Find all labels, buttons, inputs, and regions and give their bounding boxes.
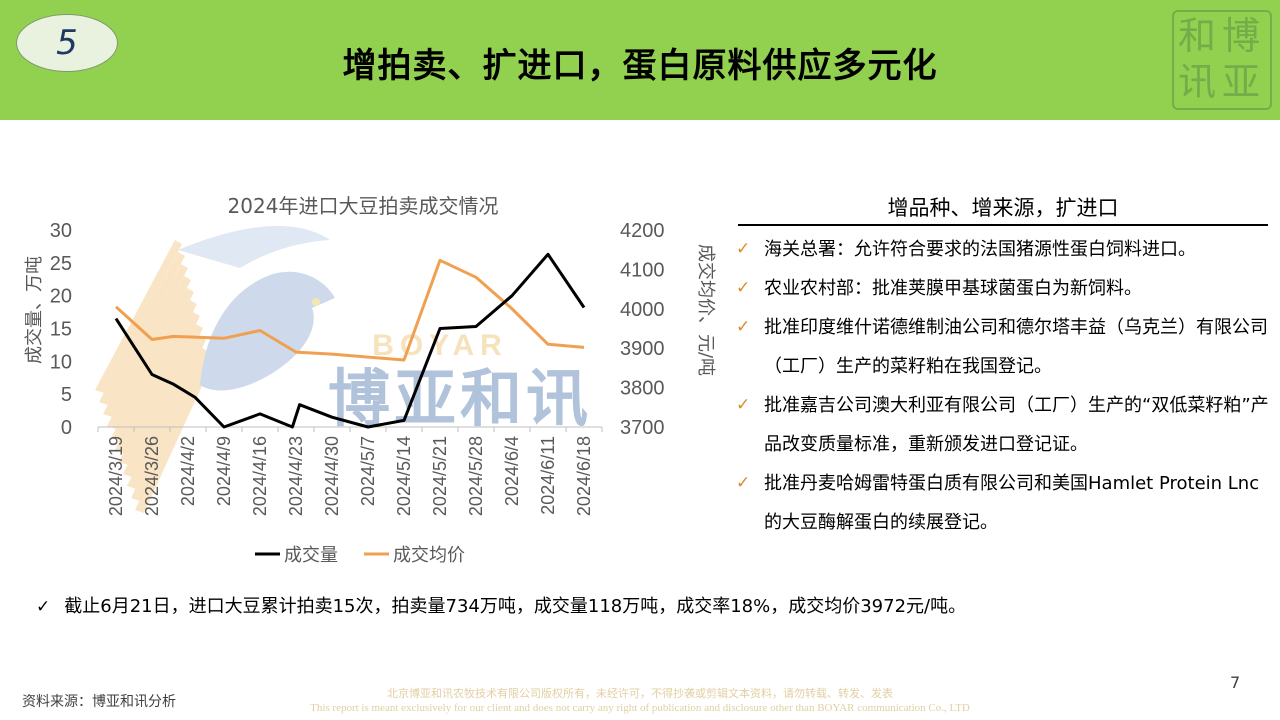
- x-tick-label: 2024/4/16: [250, 436, 270, 516]
- y-tick-label: 5: [61, 384, 72, 406]
- soybean-auction-chart: BOYAR 博亚和讯 2024年进口大豆拍卖成交情况 051015202530 …: [24, 194, 716, 566]
- x-tick-label: 2024/5/7: [358, 436, 378, 506]
- series-line-volume: [114, 252, 586, 429]
- list-item: ✓ 海关总署：允许符合要求的法国猪源性蛋白饲料进口。: [734, 230, 1274, 269]
- x-tick-label: 2024/5/21: [430, 436, 450, 516]
- y-tick-label: 15: [50, 319, 72, 341]
- series-line-avg-price: [114, 258, 585, 362]
- y2-tick-label: 3900: [620, 338, 665, 360]
- chart-title: 2024年进口大豆拍卖成交情况: [228, 194, 499, 218]
- x-tick-label: 2024/6/11: [538, 436, 558, 515]
- summary-line: ✓ 截止6月21日，进口大豆累计拍卖15次，拍卖量734万吨，成交量118万吨，成…: [36, 592, 966, 618]
- list-item: ✓ 农业农村部：批准荚膜甲基球菌蛋白为新饲料。: [734, 269, 1274, 308]
- y2-tick-label: 4200: [620, 220, 665, 242]
- slide-number-badge: 5: [16, 14, 118, 72]
- chart-legend: 成交量 成交均价: [255, 545, 465, 566]
- svg-text:博亚和讯: 博亚和讯: [328, 362, 592, 435]
- heading-underline: [738, 224, 1268, 226]
- legend-label-avg-price: 成交均价: [393, 545, 465, 566]
- boyar-seal-logo: 博 亚 和 讯: [1172, 10, 1272, 110]
- x-tick-label: 2024/4/9: [214, 436, 234, 506]
- x-tick-label: 2024/6/4: [502, 436, 522, 506]
- y-axis-label: 成交量、万吨: [24, 256, 45, 364]
- copyright-notice-en: This report is meant exclusively for our…: [310, 702, 970, 714]
- y2-tick-label: 4000: [620, 299, 665, 321]
- x-tick-label: 2024/3/19: [106, 436, 126, 516]
- y2-tick-label: 3700: [620, 417, 665, 439]
- legend-label-volume: 成交量: [284, 545, 338, 566]
- bullet-text: 批准丹麦哈姆雷特蛋白质有限公司和美国Hamlet Protein Lnc的大豆酶…: [764, 473, 1260, 533]
- list-item: ✓ 批准嘉吉公司澳大利亚有限公司（工厂）生产的“双低菜籽粕”产品改变质量标准，重新…: [734, 386, 1274, 464]
- x-tick-label: 2024/5/14: [394, 436, 414, 516]
- check-icon: ✓: [36, 597, 51, 617]
- x-tick-label: 2024/5/28: [466, 436, 486, 516]
- right-panel-heading: 增品种、增来源，扩进口: [887, 196, 1119, 220]
- bullet-text: 批准印度维什诺德维制油公司和德尔塔丰益（乌克兰）有限公司（工厂）生产的菜籽粕在我…: [764, 317, 1268, 377]
- svg-text:BOYAR: BOYAR: [372, 329, 508, 362]
- bullet-text: 海关总署：允许符合要求的法国猪源性蛋白饲料进口。: [764, 239, 1196, 260]
- x-tick-label: 2024/3/26: [142, 436, 162, 516]
- check-icon: ✓: [736, 473, 751, 493]
- bullet-text: 批准嘉吉公司澳大利亚有限公司（工厂）生产的“双低菜籽粕”产品改变质量标准，重新颁…: [764, 395, 1269, 455]
- page-number: 7: [1230, 673, 1241, 692]
- y2-tick-label: 3800: [620, 378, 665, 400]
- bullet-text: 农业农村部：批准荚膜甲基球菌蛋白为新饲料。: [764, 278, 1142, 299]
- check-icon: ✓: [736, 278, 751, 298]
- check-icon: ✓: [736, 239, 751, 259]
- source-note: 资料来源：博亚和讯分析: [22, 694, 176, 710]
- page-title: 增拍卖、扩进口，蛋白原料供应多元化: [342, 46, 938, 86]
- y-tick-label: 10: [50, 351, 72, 373]
- y-tick-label: 30: [50, 220, 72, 242]
- x-tick-label: 2024/4/2: [178, 436, 198, 506]
- y2-tick-label: 4100: [620, 259, 665, 281]
- header-bar: 5 增拍卖、扩进口，蛋白原料供应多元化 博 亚 和 讯: [0, 0, 1280, 120]
- policy-bullet-list: ✓ 海关总署：允许符合要求的法国猪源性蛋白饲料进口。 ✓ 农业农村部：批准荚膜甲基球…: [734, 230, 1274, 542]
- check-icon: ✓: [736, 317, 751, 337]
- y-tick-label: 20: [50, 286, 72, 308]
- y-tick-label: 25: [50, 253, 72, 275]
- y-tick-label: 0: [61, 417, 72, 439]
- summary-text: 截止6月21日，进口大豆累计拍卖15次，拍卖量734万吨，成交量118万吨，成交…: [64, 596, 967, 617]
- x-tick-label: 2024/4/23: [286, 436, 306, 516]
- x-tick-label: 2024/4/30: [322, 436, 342, 516]
- copyright-notice-cn: 北京博亚和讯农牧技术有限公司版权所有，未经许可，不得抄袭或剪辑文本资料，请勿转载…: [387, 687, 893, 700]
- list-item: ✓ 批准印度维什诺德维制油公司和德尔塔丰益（乌克兰）有限公司（工厂）生产的菜籽粕在…: [734, 308, 1274, 386]
- y2-axis-label: 成交均价、元/吨: [695, 244, 716, 376]
- x-tick-label: 2024/6/18: [574, 436, 594, 516]
- list-item: ✓ 批准丹麦哈姆雷特蛋白质有限公司和美国Hamlet Protein Lnc的大豆…: [734, 464, 1274, 542]
- check-icon: ✓: [736, 395, 751, 415]
